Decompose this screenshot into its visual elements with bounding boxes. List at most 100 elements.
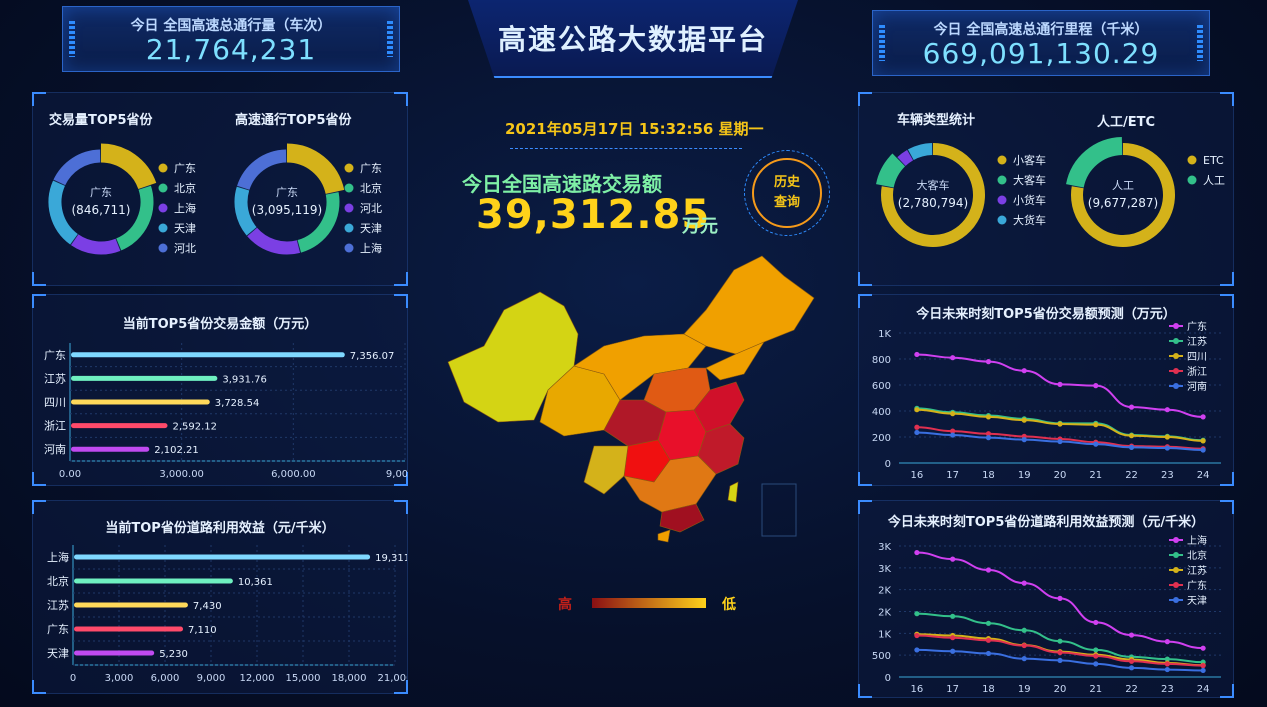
total-unit: 万元: [682, 216, 718, 237]
x-tick-label: 3,000.00: [159, 469, 204, 480]
data-point: [1128, 404, 1135, 410]
bar: [71, 352, 345, 358]
map-region: [727, 481, 739, 503]
donut-center-value: (3,095,119): [252, 203, 322, 217]
donut-title: 车辆类型统计: [897, 113, 976, 128]
x-tick-label: 15,000: [286, 673, 321, 684]
legend-dot: [1173, 368, 1179, 374]
data-point: [985, 359, 992, 365]
legend-label: 北京: [1187, 549, 1207, 562]
data-point: [1200, 663, 1206, 669]
history-query-button[interactable]: 历史 查询: [752, 158, 822, 228]
data-point: [1200, 645, 1206, 651]
kpi-decoration: [1197, 25, 1203, 61]
bar-value-label: 7,430: [193, 601, 222, 612]
data-point: [914, 549, 920, 556]
legend-dot: [1173, 537, 1179, 543]
bar: [74, 578, 233, 584]
data-point: [1057, 649, 1063, 656]
map-region: [573, 333, 707, 401]
category-label: 上海: [47, 550, 69, 564]
legend-label: 广东: [1187, 320, 1207, 333]
donut-slice: [881, 143, 985, 247]
legend-label: 大货车: [1013, 213, 1046, 227]
bar: [74, 554, 371, 560]
y-tick-label: 400: [872, 407, 891, 418]
data-point: [1200, 414, 1206, 420]
legend-dot: [1173, 338, 1179, 344]
map-region: [583, 445, 629, 495]
scale-low-label: 低: [722, 597, 736, 613]
scale-gradient: [592, 598, 706, 608]
bar-value-label: 19,311: [375, 553, 407, 564]
data-point: [1057, 657, 1063, 664]
data-point: [1128, 665, 1135, 671]
y-tick-label: 0: [885, 459, 891, 470]
bar: [71, 399, 210, 405]
x-tick-label: 17: [946, 684, 959, 695]
data-point: [914, 429, 920, 436]
kpi-label: 今日 全国高速总通行里程（千米）: [933, 22, 1149, 38]
map-region: [447, 291, 579, 423]
donut-slice: [115, 185, 154, 251]
category-label: 浙江: [44, 420, 66, 433]
x-tick-label: 9,000.0: [386, 469, 407, 480]
data-point: [1164, 639, 1170, 645]
chart-title: 当前TOP省份道路利用效益（元/千米）: [105, 521, 335, 536]
data-point: [1093, 661, 1099, 667]
y-tick-label: 500: [872, 651, 891, 662]
category-label: 江苏: [44, 372, 66, 385]
kpi-value: 669,091,130.29: [922, 37, 1160, 70]
category-label: 天津: [47, 647, 69, 660]
donut-slice: [247, 227, 301, 255]
donut-center-name: 人工: [1112, 179, 1134, 192]
x-tick-label: 23: [1161, 684, 1174, 695]
bar: [74, 650, 155, 656]
x-tick-label: 23: [1161, 470, 1174, 481]
x-tick-label: 17: [946, 470, 959, 481]
y-tick-label: 1K: [878, 629, 891, 640]
bar: [71, 446, 150, 452]
kpi-decoration: [387, 21, 393, 57]
map-region: [683, 255, 815, 355]
bar-chart-efficiency: 0 3,000 6,000 9,000 12,000 15,000 18,000 21,000…: [47, 545, 407, 684]
bar-value-label: 10,361: [238, 577, 273, 588]
x-tick-label: 21: [1089, 684, 1102, 695]
y-tick-label: 600: [872, 381, 891, 392]
data-point: [1128, 658, 1135, 664]
chart-title: 今日未来时刻TOP5省份交易额预测（万元）: [916, 307, 1176, 322]
legend-label: 天津: [360, 222, 382, 235]
legend-dot: [1173, 567, 1179, 573]
y-tick-label: 0: [885, 673, 891, 684]
legend-dot: [1173, 323, 1179, 329]
category-label: 广东: [44, 349, 66, 362]
china-heat-map[interactable]: [444, 250, 824, 550]
legend-dot: [158, 183, 168, 193]
donut-slice: [907, 143, 933, 161]
x-tick-label: 12,000: [240, 673, 275, 684]
data-point: [985, 431, 992, 437]
map-region: [705, 341, 765, 381]
chart-title: 今日未来时刻TOP5省份道路利用效益预测（元/千米）: [887, 515, 1205, 530]
y-tick-label: 1K: [878, 329, 891, 340]
data-point: [1093, 653, 1099, 659]
x-tick-label: 6,000.00: [271, 469, 316, 480]
legend-dot: [997, 175, 1007, 185]
legend-label: 上海: [1187, 534, 1207, 547]
data-point: [1164, 407, 1170, 413]
donut-title: 高速通行TOP5省份: [235, 113, 352, 128]
bar: [71, 375, 218, 381]
y-tick-label: 3K: [878, 542, 891, 553]
data-point: [914, 407, 920, 413]
data-point: [985, 650, 992, 657]
legend-dot: [344, 183, 354, 193]
legend-label: 浙江: [1187, 366, 1207, 378]
donut-slice: [237, 149, 287, 191]
donut-title: 交易量TOP5省份: [49, 113, 153, 128]
panel-line-amount: 今日未来时刻TOP5省份交易额预测（万元） 0 200 400 600 800 1K 16 1…: [858, 294, 1234, 486]
data-point: [1164, 666, 1170, 673]
legend-label: 河北: [174, 242, 196, 255]
donut-title: 人工/ETC: [1097, 115, 1156, 130]
total-value: 39,312.85: [476, 192, 711, 238]
data-point: [1128, 632, 1135, 638]
